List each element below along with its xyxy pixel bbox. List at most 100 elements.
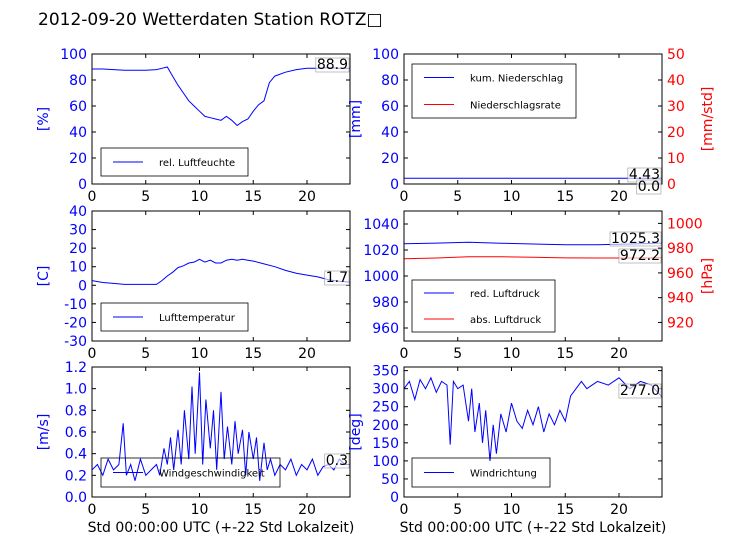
page-title: 2012-09-20 Wetterdaten Station ROTZ□ [38,10,383,30]
winddir-y-axis-label: [deg] [348,413,364,450]
temperature-plot-frame [91,210,351,342]
windspeed-x-tick-label: 5 [141,502,150,518]
windspeed-last-value-label: 0.3 [326,453,348,469]
precip-chart: 0 5 10 15 20 0 20 40 60 80 100 0 10 20 30 40 50 [mm] [mm/s… [348,47,716,205]
precip-last-value-label: 0.0 [638,179,660,195]
pressure-x-tick-label: 20 [610,346,628,362]
temperature-x-tick-label: 5 [141,346,150,362]
humidity-legend-label: rel. Luftfeuchte [159,158,235,169]
precip-x-tick-label: 5 [453,189,462,205]
humidity-x-tick-label: 10 [191,189,209,205]
windspeed-x-axis-label: Std 00:00:00 UTC (+-22 Std Lokalzeit) [88,520,355,536]
precip-legend-box [411,63,577,119]
humidity-y-tick-label: 80 [69,73,87,89]
pressure-x-tick-label: 15 [556,346,574,362]
humidity-y-tick-label: 20 [69,151,87,167]
winddir-y-tick-label: 200 [372,418,399,434]
temperature-y-tick-label: -10 [64,297,87,313]
precip-y-tick-label: 100 [372,47,399,63]
pressure-y2-tick-label: 1000 [667,216,703,232]
temperature-legend-box [100,302,249,332]
pressure-y-tick-label: 1040 [363,217,399,233]
winddir-y-tick-label: 0 [390,490,399,506]
temperature-y-tick-label: 10 [69,260,87,276]
precip-y2-tick-label: 0 [667,177,676,193]
temperature-series-0-line [92,258,350,285]
precip-y-axis-label: [mm] [348,100,364,138]
winddir-y-tick-label: 150 [372,436,399,452]
humidity-y-tick-label: 100 [60,47,87,63]
precip-last-value-box [636,179,662,195]
windspeed-x-tick-label: 0 [88,502,97,518]
windspeed-y-tick-label: 0.4 [65,447,87,463]
precip-last-value-label: 4.43 [629,167,660,183]
precip-y2-axis-label: [mm/std] [700,87,716,152]
winddir-y-tick-label: 350 [372,364,399,380]
winddir-x-tick-label: 20 [610,502,628,518]
temperature-x-tick-label: 15 [244,346,262,362]
windspeed-y-axis-label: [m/s] [36,414,52,451]
pressure-y2-tick-label: 980 [667,241,694,257]
pressure-last-value-label: 1025.3 [611,231,660,247]
temperature-last-value-box [324,270,350,286]
humidity-chart: 0 5 10 15 20 0 20 40 60 80 100 [%] rel. Luftfeuchte 8… [36,47,351,205]
precip-legend-label: Niederschlagsrate [470,101,561,112]
precip-y2-tick-label: 40 [667,73,685,89]
pressure-last-value-box [609,231,662,247]
precip-y-tick-label: 0 [390,177,399,193]
temperature-y-axis-label: [C] [36,266,52,287]
temperature-y-tick-label: 30 [69,223,87,239]
pressure-y2-tick-label: 960 [667,266,694,282]
temperature-legend-label: Lufttemperatur [159,313,236,324]
winddir-x-tick-label: 5 [453,502,462,518]
humidity-last-value-label: 88.9 [317,57,348,73]
precip-x-tick-label: 20 [610,189,628,205]
temperature-y-tick-label: -20 [64,315,87,331]
humidity-series-0-line [92,66,350,127]
pressure-last-value-box [618,248,662,264]
humidity-plot-frame [91,53,351,185]
temperature-x-tick-label: 20 [298,346,316,362]
pressure-chart: 0 5 10 15 20 960 980 1000 1020 1040 920 940 960 980 10… [363,210,716,362]
winddir-legend-box [411,457,551,488]
windspeed-legend-label: Windgeschwindigkeit [159,469,265,480]
precip-y-tick-label: 60 [381,99,399,115]
pressure-x-tick-label: 10 [503,346,521,362]
humidity-y-axis-label: [%] [36,107,52,131]
precip-legend-label: kum. Niederschlag [470,74,563,85]
temperature-chart: 0 5 10 15 20 -30 -20 -10 0 10 20 30 40 [C] Lufttempera… [36,204,351,362]
humidity-x-tick-label: 5 [141,189,150,205]
precip-y2-tick-label: 20 [667,125,685,141]
windspeed-y-tick-label: 0.0 [65,490,87,506]
temperature-y-tick-label: 0 [78,278,87,294]
humidity-legend-box [100,147,249,177]
temperature-x-tick-label: 0 [88,346,97,362]
precip-y-tick-label: 20 [381,151,399,167]
winddir-y-tick-label: 300 [372,382,399,398]
windspeed-x-tick-label: 20 [298,502,316,518]
windspeed-y-tick-label: 0.2 [65,468,87,484]
precip-y-tick-label: 80 [381,73,399,89]
windspeed-x-tick-label: 10 [191,502,209,518]
pressure-x-tick-label: 5 [453,346,462,362]
winddir-x-axis-label: Std 00:00:00 UTC (+-22 Std Lokalzeit) [400,520,667,536]
humidity-x-tick-label: 20 [298,189,316,205]
pressure-y2-axis-label: [hPa] [700,258,716,294]
windspeed-legend-box [100,457,281,488]
precip-x-tick-label: 15 [556,189,574,205]
winddir-x-tick-label: 0 [400,502,409,518]
winddir-y-tick-label: 50 [381,472,399,488]
temperature-y-tick-label: -30 [64,334,87,350]
humidity-x-tick-label: 15 [244,189,262,205]
pressure-legend-label: abs. Luftdruck [470,315,541,326]
precip-y2-tick-label: 10 [667,151,685,167]
winddir-y-tick-label: 250 [372,400,399,416]
precip-y2-tick-label: 30 [667,99,685,115]
winddir-series-0-line [404,376,662,461]
humidity-y-tick-label: 40 [69,125,87,141]
winddir-legend-label: Windrichtung [470,469,537,480]
winddir-y-tick-label: 100 [372,454,399,470]
pressure-legend-label: red. Luftdruck [470,289,540,300]
